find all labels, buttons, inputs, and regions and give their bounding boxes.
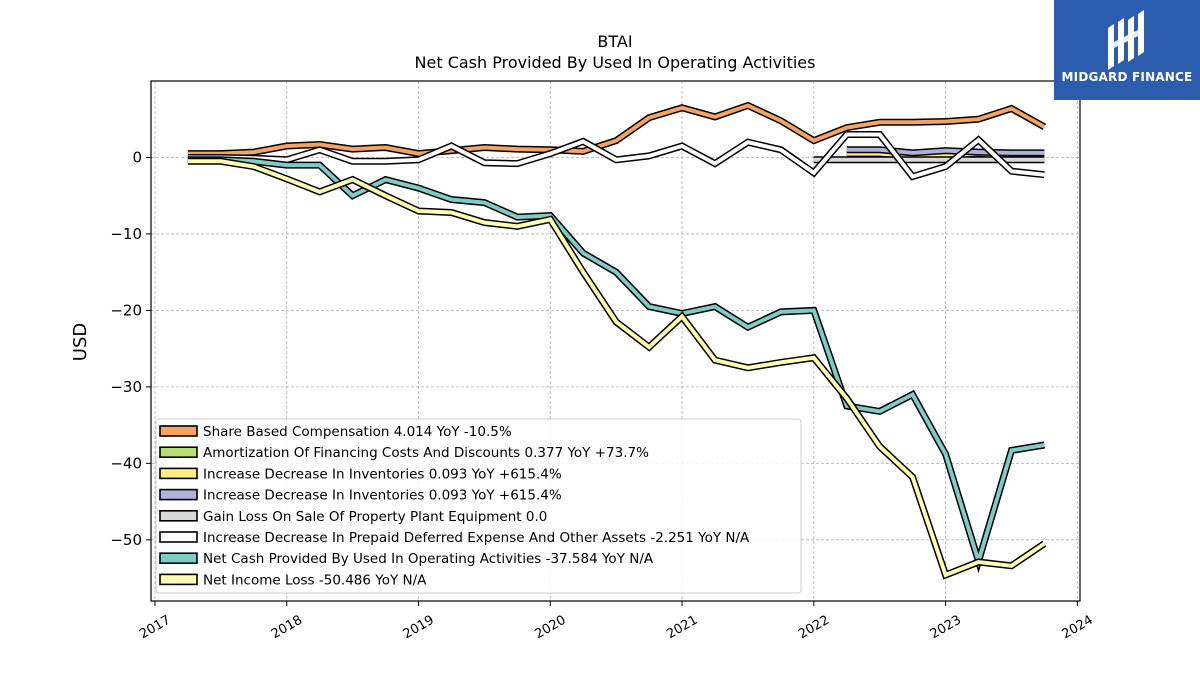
midgard-logo-icon xyxy=(1108,10,1144,70)
legend-entry: Increase Decrease In Inventories 0.093 Y… xyxy=(203,488,562,504)
series-group xyxy=(187,101,1047,580)
legend-entry: Increase Decrease In Inventories 0.093 Y… xyxy=(203,466,562,482)
x-tick-label: 2018 xyxy=(269,613,305,643)
brand-logo: MIDGARD FINANCE xyxy=(1054,0,1200,100)
legend-swatch xyxy=(159,552,198,565)
y-tick-label: −30 xyxy=(110,378,142,396)
logo-text: MIDGARD FINANCE xyxy=(1061,70,1193,84)
y-axis-label: USD xyxy=(70,323,91,361)
chart-title: BTAI xyxy=(597,32,632,51)
chart-subtitle: Net Cash Provided By Used In Operating A… xyxy=(415,53,816,72)
x-tick-label: 2023 xyxy=(928,613,964,643)
legend-entry: Gain Loss On Sale Of Property Plant Equi… xyxy=(203,509,547,525)
legend-entry: Net Income Loss -50.486 YoY N/A xyxy=(203,572,427,588)
legend-swatch xyxy=(159,425,198,437)
legend-entry: Net Cash Provided By Used In Operating A… xyxy=(203,551,654,567)
legend-entry: Increase Decrease In Prepaid Deferred Ex… xyxy=(203,530,750,546)
x-tick-label: 2021 xyxy=(664,613,700,643)
x-tick-label: 2019 xyxy=(401,613,437,643)
x-tick-label: 2022 xyxy=(796,613,832,643)
series-line-7 xyxy=(187,159,1046,578)
legend-entry: Amortization Of Financing Costs And Disc… xyxy=(203,445,649,461)
y-tick-label: 0 xyxy=(132,148,142,166)
legend-swatch xyxy=(159,446,198,459)
x-tick-label: 2020 xyxy=(532,613,568,643)
y-tick-label: −50 xyxy=(110,531,142,549)
legend-swatch xyxy=(159,488,198,501)
series-line-5 xyxy=(187,132,1045,179)
series-line-3 xyxy=(846,147,1045,155)
legend-swatch xyxy=(159,467,198,480)
legend-swatch xyxy=(159,573,198,586)
legend: Share Based Compensation 4.014 YoY -10.5… xyxy=(155,418,802,594)
legend-swatch xyxy=(159,531,198,543)
legend-box xyxy=(155,418,802,594)
x-tick-label: 2024 xyxy=(1060,613,1096,643)
y-tick-label: −20 xyxy=(110,301,142,319)
x-tick-label: 2017 xyxy=(137,613,173,643)
series-line-0 xyxy=(187,103,1046,156)
legend-swatch xyxy=(159,509,198,522)
y-tick-label: −40 xyxy=(110,454,142,472)
plot-frame xyxy=(150,80,1081,602)
legend-entry: Share Based Compensation 4.014 YoY -10.5… xyxy=(203,424,512,440)
y-tick-label: −10 xyxy=(110,225,142,243)
series-line-6 xyxy=(187,157,1045,569)
